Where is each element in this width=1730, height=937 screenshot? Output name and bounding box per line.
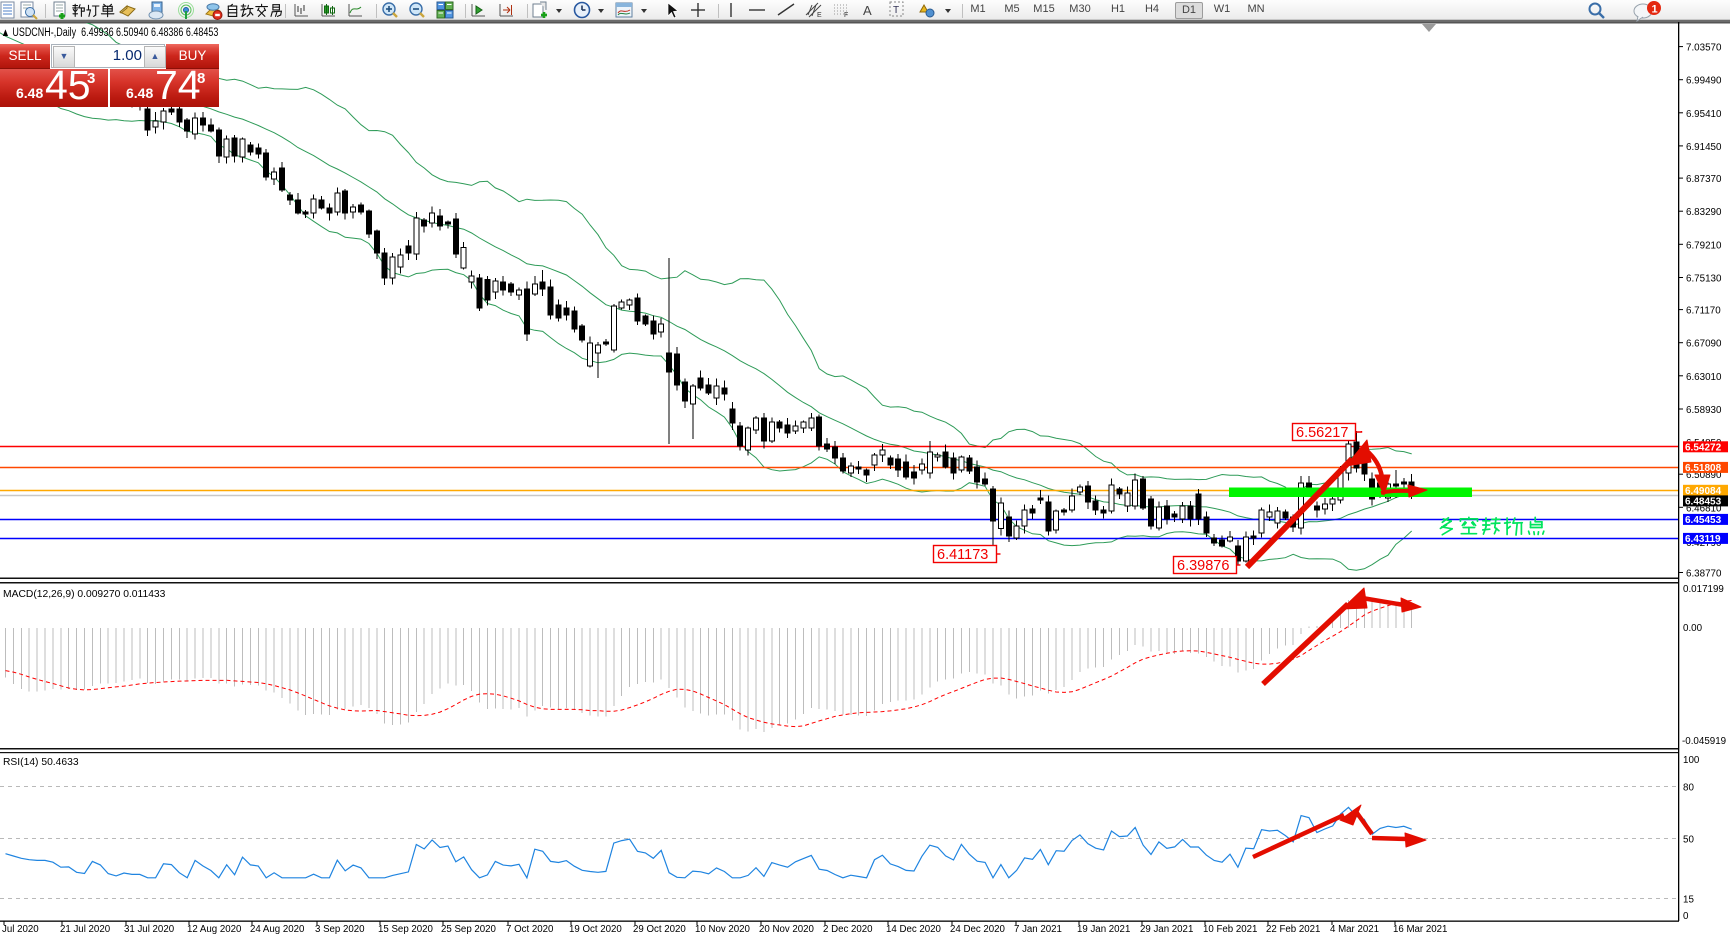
svg-text:7.03570: 7.03570: [1686, 43, 1722, 54]
svg-text:6.43119: 6.43119: [1685, 534, 1721, 545]
svg-text:Jul 2020: Jul 2020: [2, 924, 39, 935]
svg-text:6.79210: 6.79210: [1686, 240, 1722, 251]
svg-text:6.75130: 6.75130: [1686, 274, 1722, 285]
svg-text:0: 0: [1683, 911, 1689, 922]
svg-text:RSI(14) 50.4633: RSI(14) 50.4633: [3, 757, 79, 768]
svg-text:6.41173: 6.41173: [937, 547, 988, 563]
svg-text:4 Mar 2021: 4 Mar 2021: [1330, 924, 1379, 935]
svg-text:29 Jan 2021: 29 Jan 2021: [1140, 924, 1193, 935]
svg-text:10 Feb 2021: 10 Feb 2021: [1203, 924, 1257, 935]
svg-text:6.95410: 6.95410: [1686, 109, 1722, 120]
svg-text:6.49084: 6.49084: [1685, 486, 1722, 497]
svg-text:6.45453: 6.45453: [1685, 515, 1722, 526]
svg-text:6.51808: 6.51808: [1685, 463, 1722, 474]
svg-text:6.38770: 6.38770: [1686, 569, 1722, 580]
svg-text:6.99490: 6.99490: [1686, 76, 1722, 87]
svg-text:19 Oct 2020: 19 Oct 2020: [569, 924, 622, 935]
svg-text:20 Nov 2020: 20 Nov 2020: [759, 924, 815, 935]
svg-text:15 Sep 2020: 15 Sep 2020: [378, 924, 434, 935]
svg-text:0.00: 0.00: [1683, 623, 1703, 634]
svg-text:6.67090: 6.67090: [1686, 339, 1722, 350]
svg-text:6.39876: 6.39876: [1177, 558, 1229, 574]
svg-text:14 Dec 2020: 14 Dec 2020: [886, 924, 942, 935]
svg-text:100: 100: [1683, 755, 1700, 766]
svg-text:A: A: [863, 3, 872, 18]
svg-text:19 Jan 2021: 19 Jan 2021: [1077, 924, 1130, 935]
svg-text:25 Sep 2020: 25 Sep 2020: [441, 924, 497, 935]
svg-text:22 Feb 2021: 22 Feb 2021: [1266, 924, 1320, 935]
svg-text:6.58930: 6.58930: [1686, 405, 1722, 416]
svg-text:31 Jul 2020: 31 Jul 2020: [124, 924, 175, 935]
svg-text:15: 15: [1683, 895, 1694, 906]
svg-text:6.87370: 6.87370: [1686, 174, 1722, 185]
svg-text:6.50890: 6.50890: [1686, 470, 1722, 481]
svg-text:6.91450: 6.91450: [1686, 142, 1722, 153]
svg-text:F: F: [844, 12, 848, 19]
svg-text:3 Sep 2020: 3 Sep 2020: [315, 924, 365, 935]
svg-text:6.71170: 6.71170: [1686, 306, 1721, 317]
svg-text:1: 1: [1652, 4, 1658, 16]
svg-text:E: E: [817, 12, 822, 19]
svg-text:6.63010: 6.63010: [1686, 372, 1722, 383]
svg-text:6.56217: 6.56217: [1296, 425, 1348, 441]
svg-text:12 Aug 2020: 12 Aug 2020: [187, 924, 242, 935]
svg-text:24 Aug 2020: 24 Aug 2020: [250, 924, 305, 935]
svg-text:6.83290: 6.83290: [1686, 207, 1722, 218]
svg-text:T: T: [893, 5, 899, 16]
svg-text:10 Nov 2020: 10 Nov 2020: [695, 924, 751, 935]
svg-text:16 Mar 2021: 16 Mar 2021: [1393, 924, 1447, 935]
svg-text:-0.045919: -0.045919: [1682, 736, 1726, 747]
svg-text:2 Dec 2020: 2 Dec 2020: [823, 924, 873, 935]
svg-text:24 Dec 2020: 24 Dec 2020: [950, 924, 1006, 935]
svg-text:6.48453: 6.48453: [1685, 497, 1722, 508]
svg-text:0.017199: 0.017199: [1683, 584, 1724, 595]
svg-text:7 Oct 2020: 7 Oct 2020: [506, 924, 554, 935]
svg-text:7 Jan 2021: 7 Jan 2021: [1014, 924, 1062, 935]
svg-text:MACD(12,26,9) 0.009270 0.01143: MACD(12,26,9) 0.009270 0.011433: [3, 589, 166, 600]
svg-text:50: 50: [1683, 835, 1694, 846]
svg-text:29 Oct 2020: 29 Oct 2020: [633, 924, 686, 935]
svg-text:6.46810: 6.46810: [1686, 503, 1722, 514]
svg-text:6.54272: 6.54272: [1685, 443, 1722, 454]
svg-text:21 Jul 2020: 21 Jul 2020: [60, 924, 111, 935]
svg-text:80: 80: [1683, 783, 1694, 794]
